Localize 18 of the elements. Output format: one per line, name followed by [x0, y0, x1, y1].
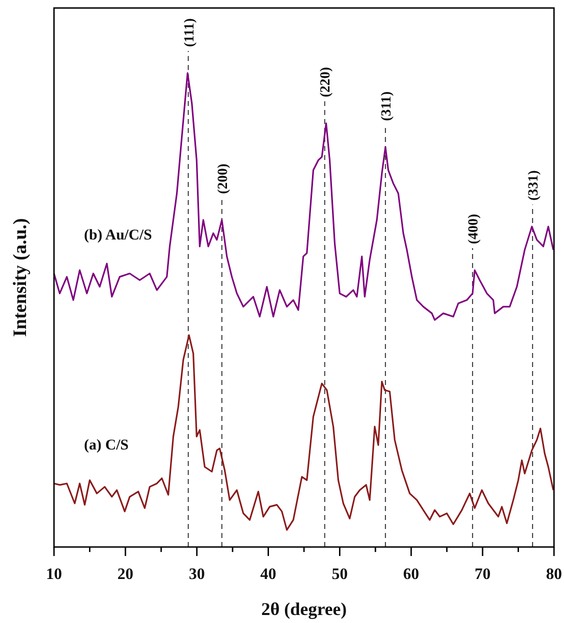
annotation: (331) [526, 170, 542, 201]
annotation: (311) [379, 91, 394, 121]
annotation: (111) [182, 18, 198, 47]
annotation: (200) [216, 163, 231, 194]
x-tick-label: 80 [546, 566, 562, 583]
x-tick-label: 70 [474, 566, 491, 583]
x-tick-label: 20 [117, 566, 134, 583]
x-axis-title: 2θ (degree) [261, 599, 347, 619]
x-tick-label: 60 [403, 566, 420, 583]
series-label: (a) C/S [84, 437, 129, 454]
x-tick-label: 10 [46, 566, 62, 583]
series-label: (b) Au/C/S [84, 228, 152, 244]
annotation: (220) [318, 66, 334, 98]
x-tick-label: 40 [260, 566, 276, 583]
x-tick-label: 50 [332, 566, 348, 583]
annotation: (400) [466, 214, 482, 244]
y-axis-title: Intensity (a.u.) [10, 218, 31, 337]
x-tick-label: 30 [188, 566, 205, 583]
